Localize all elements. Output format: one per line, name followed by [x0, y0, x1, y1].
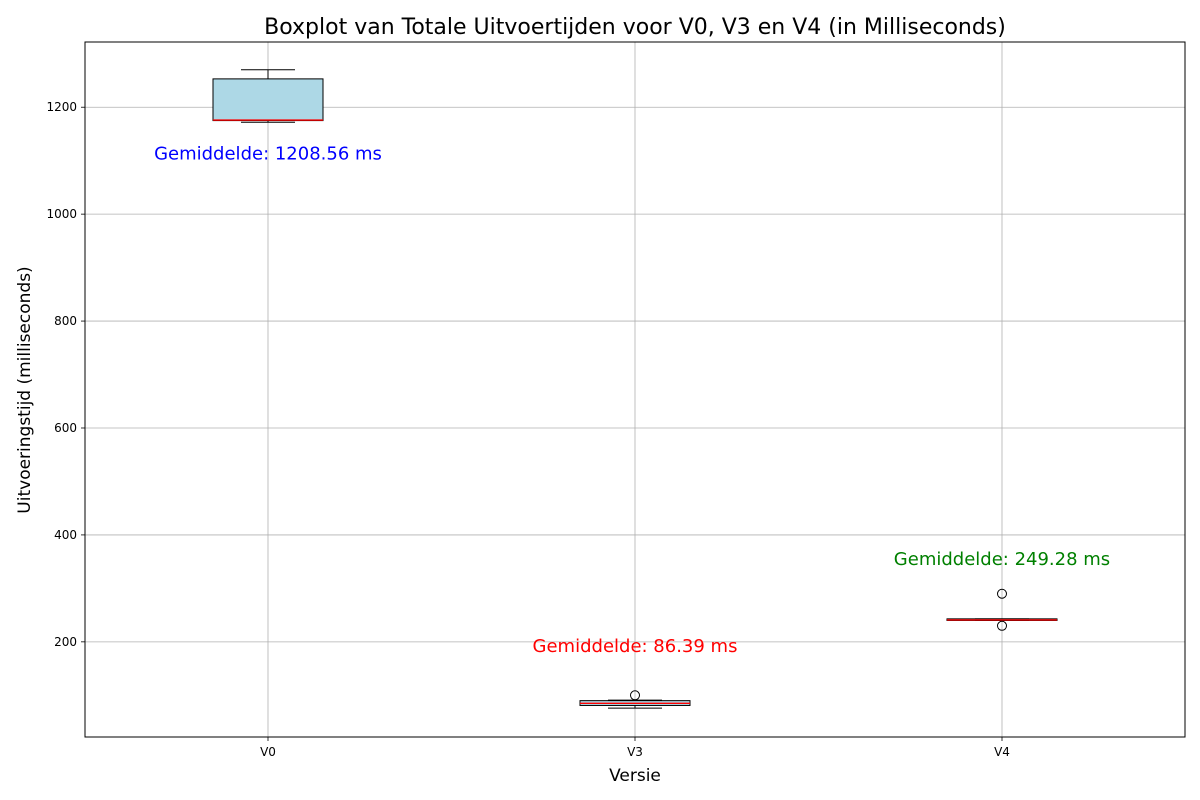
mean-label-v0: Gemiddelde: 1208.56 ms [154, 144, 382, 165]
mean-label-v3: Gemiddelde: 86.39 ms [533, 636, 738, 657]
x-tick-label: V4 [994, 745, 1010, 759]
box-layer [212, 69, 1058, 709]
y-tick-label: 800 [54, 314, 77, 328]
outlier-point [997, 620, 1007, 631]
y-tick-label: 400 [54, 528, 77, 542]
outlier-point [997, 588, 1007, 599]
x-tick-label: V3 [627, 745, 643, 759]
chart-title: Boxplot van Totale Uitvoertijden voor V0… [264, 15, 1006, 40]
outlier-point [630, 690, 640, 701]
x-tick-label: V0 [260, 745, 276, 759]
tick-layer: 200 400 600 800 1000 1200 V0 V3 V4 [46, 100, 1009, 759]
y-tick-label: 1200 [46, 100, 77, 114]
mean-label-v4: Gemiddelde: 249.28 ms [894, 549, 1110, 570]
y-axis-title: Uitvoeringstijd (milliseconds) [15, 266, 35, 513]
y-tick-label: 200 [54, 635, 77, 649]
x-axis-title: Versie [609, 766, 661, 786]
y-tick-label: 600 [54, 421, 77, 435]
y-tick-label: 1000 [46, 207, 77, 221]
box-v0 [212, 78, 324, 122]
label-layer: Gemiddelde: 1208.56 ms Gemiddelde: 86.39 … [154, 144, 1110, 657]
